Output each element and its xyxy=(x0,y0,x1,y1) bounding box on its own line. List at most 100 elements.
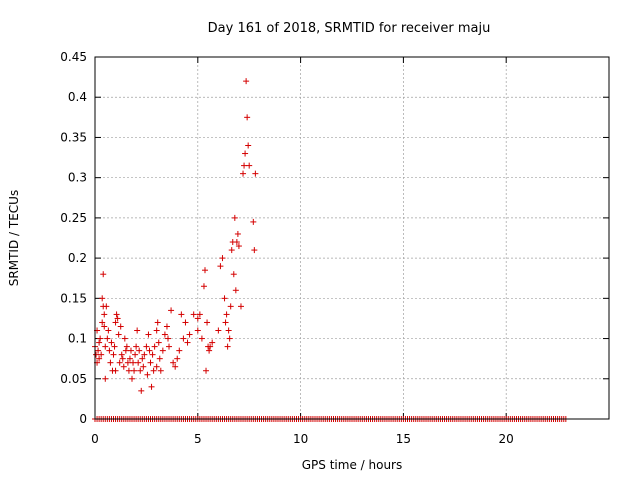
data-point xyxy=(149,351,156,358)
data-point xyxy=(153,363,160,370)
data-point xyxy=(240,170,247,177)
data-point xyxy=(101,323,108,330)
data-point xyxy=(118,351,125,358)
data-point xyxy=(227,303,234,310)
data-point xyxy=(93,351,100,358)
data-point xyxy=(241,162,248,169)
data-point xyxy=(125,367,132,374)
data-point xyxy=(207,343,214,350)
data-point xyxy=(108,339,115,346)
data-point xyxy=(97,335,104,342)
data-point xyxy=(166,343,173,350)
data-point xyxy=(222,319,229,326)
data-point xyxy=(201,267,208,274)
x-tick-label: 5 xyxy=(194,432,202,446)
data-point xyxy=(146,347,153,354)
data-point xyxy=(99,295,106,302)
data-point xyxy=(119,355,126,362)
data-point xyxy=(131,367,138,374)
data-point xyxy=(135,359,142,366)
data-point xyxy=(170,359,177,366)
data-point xyxy=(232,287,239,294)
data-point xyxy=(141,351,148,358)
data-point xyxy=(233,239,240,246)
data-point xyxy=(140,363,147,370)
data-point xyxy=(243,78,250,85)
data-points xyxy=(92,78,569,422)
data-point xyxy=(134,327,141,334)
data-point xyxy=(228,247,235,254)
data-point xyxy=(101,311,108,318)
x-tick-label: 10 xyxy=(293,432,308,446)
y-tick-label: 0.4 xyxy=(68,90,87,104)
data-point xyxy=(138,387,145,394)
data-point xyxy=(100,271,107,278)
grid xyxy=(95,57,609,419)
data-point xyxy=(231,214,238,221)
data-point xyxy=(139,355,146,362)
data-point xyxy=(223,311,230,318)
data-point xyxy=(161,331,168,338)
data-point xyxy=(103,303,110,310)
data-point xyxy=(99,319,106,326)
data-point xyxy=(184,339,191,346)
data-point xyxy=(120,363,127,370)
x-tick-label: 0 xyxy=(91,432,99,446)
data-point xyxy=(219,255,226,262)
data-point xyxy=(251,247,258,254)
data-point xyxy=(186,331,193,338)
data-point xyxy=(178,311,185,318)
data-point xyxy=(230,271,237,278)
data-point xyxy=(136,347,143,354)
data-point xyxy=(168,307,175,314)
y-tick-label: 0.15 xyxy=(60,291,87,305)
data-point xyxy=(110,351,117,358)
data-point xyxy=(137,367,144,374)
data-point xyxy=(163,323,170,330)
data-point xyxy=(105,327,112,334)
data-point xyxy=(182,319,189,326)
data-point xyxy=(252,170,259,177)
data-point xyxy=(174,355,181,362)
data-point xyxy=(153,327,160,334)
y-tick-label: 0.05 xyxy=(60,372,87,386)
y-tick-label: 0.2 xyxy=(68,251,87,265)
data-point xyxy=(172,363,179,370)
data-point xyxy=(106,347,113,354)
data-point xyxy=(96,355,103,362)
data-point xyxy=(143,343,150,350)
y-tick-label: 0.45 xyxy=(60,50,87,64)
data-point xyxy=(113,311,120,318)
data-point xyxy=(147,359,154,366)
axis-ticks: 0 0.05 0.1 0.15 0.2 0.25 0.3 0.35 0.4 0.45 0 5 10 15 2… xyxy=(60,50,609,446)
data-point xyxy=(198,335,205,342)
x-tick-label: 20 xyxy=(499,432,514,446)
data-point xyxy=(107,359,114,366)
y-axis-title: SRMTID / TECUs xyxy=(7,190,21,286)
data-point xyxy=(159,347,166,354)
data-point xyxy=(246,162,253,169)
data-point xyxy=(154,319,161,326)
data-point xyxy=(176,347,183,354)
data-point xyxy=(206,347,213,354)
data-point xyxy=(115,331,122,338)
data-point xyxy=(225,327,232,334)
data-point xyxy=(133,343,140,350)
data-point xyxy=(95,347,102,354)
data-point xyxy=(129,375,136,382)
data-point xyxy=(237,303,244,310)
data-point xyxy=(102,343,109,350)
data-point xyxy=(122,347,129,354)
data-point xyxy=(145,331,152,338)
data-point xyxy=(215,327,222,334)
data-point xyxy=(150,367,157,374)
data-point xyxy=(148,383,155,390)
data-point xyxy=(112,367,119,374)
data-point xyxy=(164,335,171,342)
data-point xyxy=(209,339,216,346)
data-point xyxy=(121,335,128,342)
data-point xyxy=(245,142,252,149)
data-point xyxy=(96,339,103,346)
data-point xyxy=(117,323,124,330)
data-point xyxy=(250,218,257,225)
